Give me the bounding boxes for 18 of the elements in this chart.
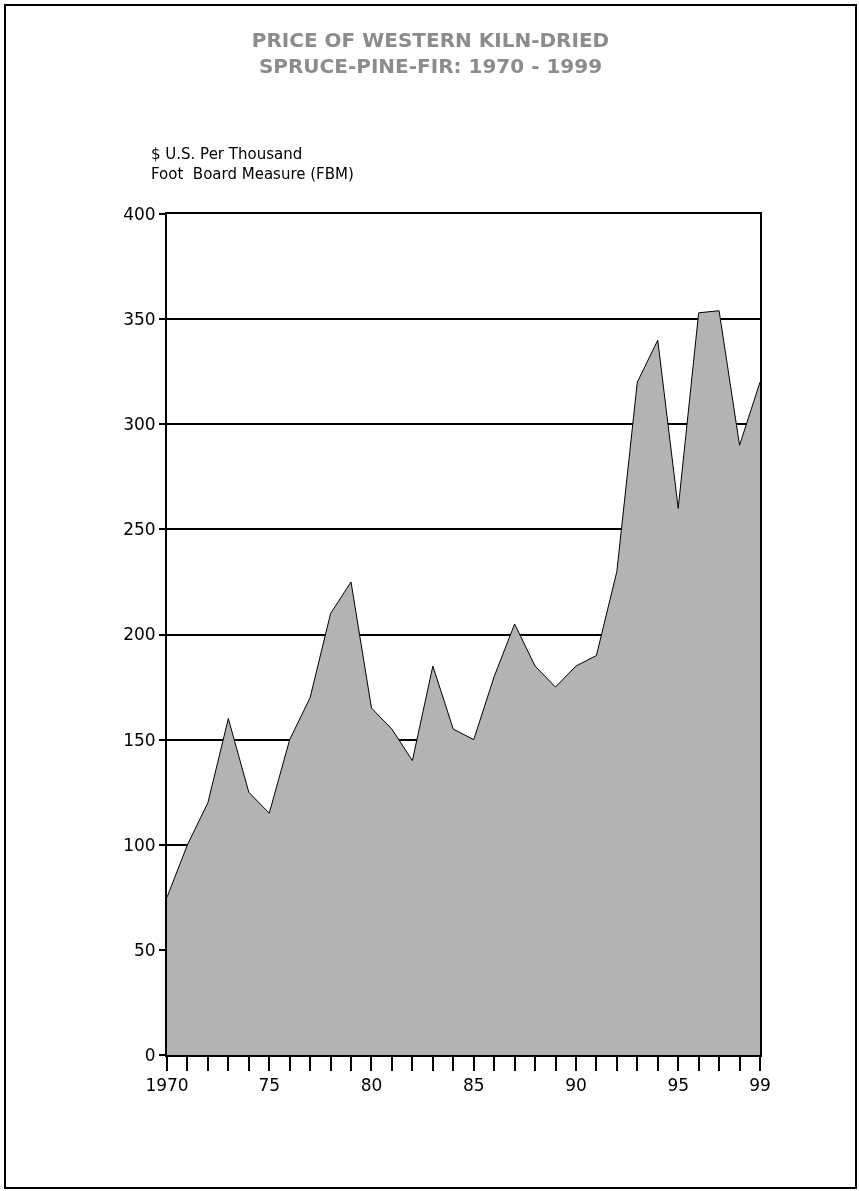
x-tick-label: 85	[462, 1075, 485, 1096]
x-tick-label: 90	[565, 1075, 587, 1096]
y-tick-label: 100	[123, 834, 156, 855]
y-tick-label: 50	[133, 939, 156, 960]
y-tick-label: 200	[123, 624, 156, 645]
chart-title: PRICE OF WESTERN KILN-DRIED SPRUCE-PINE-FIR: 1970 - 1999	[251, 28, 610, 79]
x-tick-label: 1970	[145, 1075, 189, 1096]
y-tick-label: 250	[123, 519, 156, 540]
y-tick-label: 150	[123, 729, 156, 750]
y-tick-label: 400	[123, 203, 156, 224]
y-tick-label: 0	[144, 1044, 156, 1065]
y-axis-title: $ U.S. Per Thousand Foot Board Measure (FBM)	[151, 145, 354, 183]
y-tick-label: 300	[123, 414, 156, 435]
x-tick-label: 95	[667, 1075, 690, 1096]
x-tick-label: 99	[749, 1075, 771, 1096]
x-tick-label: 75	[258, 1075, 281, 1096]
y-tick-label: 350	[123, 309, 156, 330]
x-tick-label: 80	[360, 1075, 383, 1096]
